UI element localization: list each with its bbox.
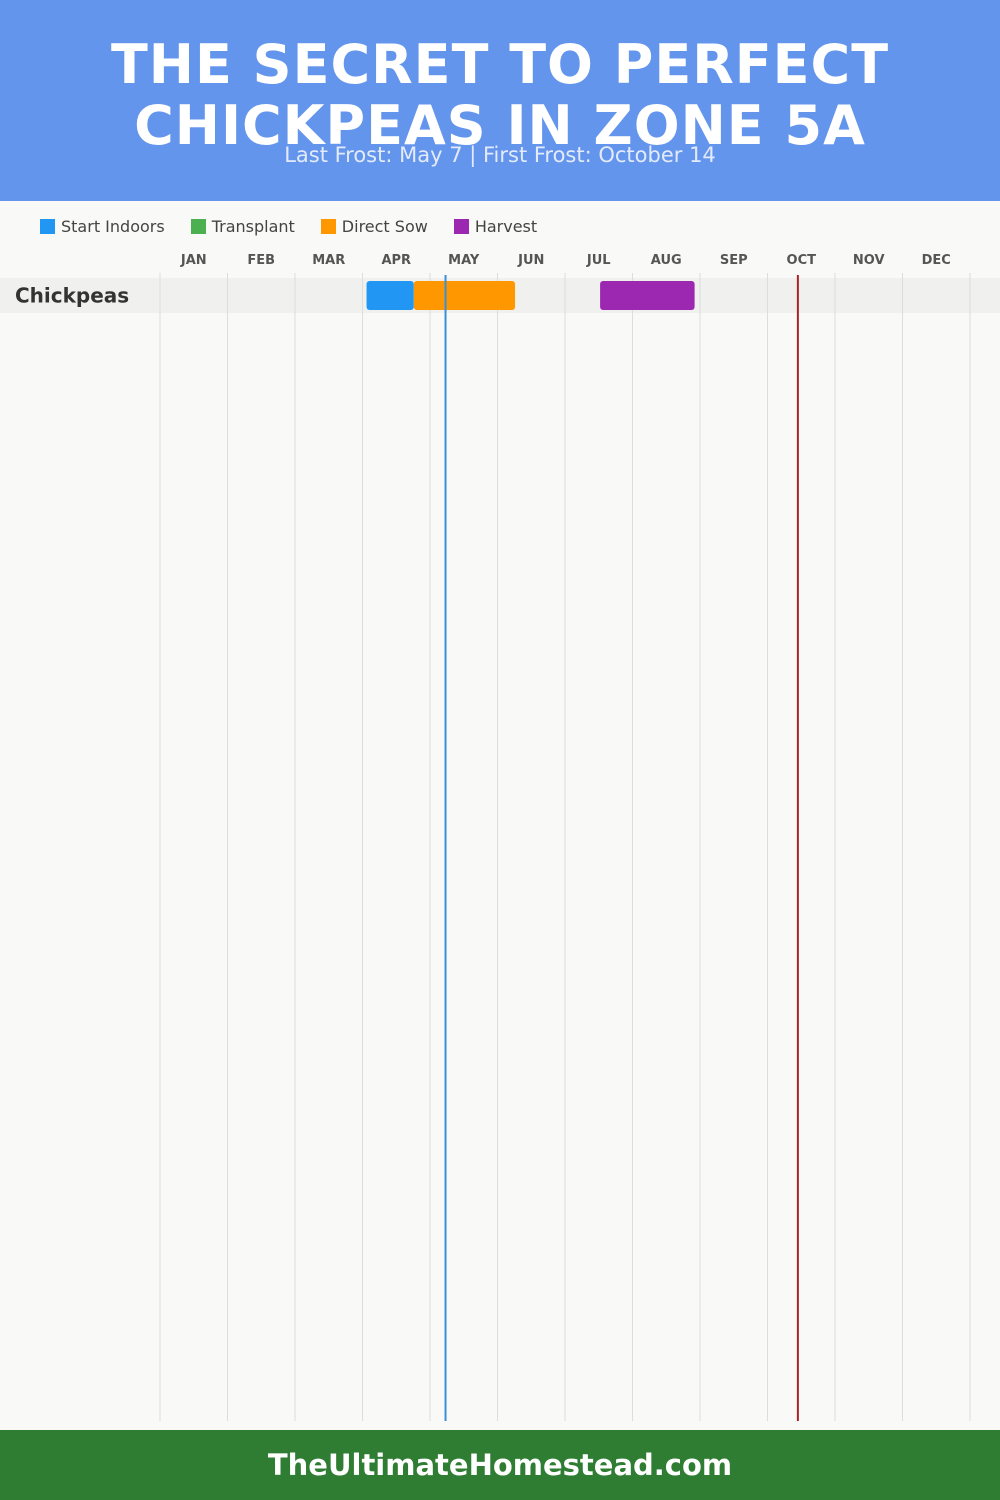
segment-direct-sow xyxy=(413,281,516,310)
frost-dates-subtitle: Last Frost: May 7 | First Frost: October… xyxy=(284,143,716,167)
legend-label-start-indoors: Start Indoors xyxy=(61,216,165,236)
legend-swatch-transplant xyxy=(190,218,206,234)
month-label: MAR xyxy=(312,253,345,268)
month-label: JAN xyxy=(180,253,207,268)
month-label: MAY xyxy=(448,253,480,268)
month-label: APR xyxy=(381,253,411,268)
month-label: JUN xyxy=(517,253,544,268)
month-label: AUG xyxy=(651,253,682,268)
month-label: NOV xyxy=(853,253,885,268)
legend-label-transplant: Transplant xyxy=(211,216,295,236)
month-label: JUL xyxy=(586,253,611,268)
planting-calendar-chart: JAN FEB MAR APR MAY JUN JUL AUG SEP OCT NOV DEC Chic… xyxy=(0,253,1000,1421)
header-banner: THE SECRET TO PERFECT CHICKPEAS IN ZONE … xyxy=(0,0,1000,201)
legend-swatch-harvest xyxy=(453,218,469,234)
month-label: DEC xyxy=(922,253,951,268)
footer-site-link[interactable]: TheUltimateHomestead.com xyxy=(267,1448,733,1482)
footer-banner: TheUltimateHomestead.com xyxy=(0,1430,1000,1500)
legend-swatch-direct-sow xyxy=(320,218,336,234)
legend-item-direct-sow: Direct Sow xyxy=(320,216,428,236)
page-title: THE SECRET TO PERFECT CHICKPEAS IN ZONE … xyxy=(110,33,890,157)
legend-item-harvest: Harvest xyxy=(453,216,538,236)
crop-label: Chickpeas xyxy=(15,284,129,308)
chart-legend: Start Indoors Transplant Direct Sow Harv… xyxy=(40,215,563,237)
month-label: SEP xyxy=(720,253,748,268)
legend-label-harvest: Harvest xyxy=(474,216,538,236)
legend-label-direct-sow: Direct Sow xyxy=(341,216,428,236)
segment-harvest xyxy=(600,281,695,310)
month-label: OCT xyxy=(787,253,817,268)
month-label: FEB xyxy=(247,253,275,268)
legend-item-transplant: Transplant xyxy=(190,216,295,236)
legend-item-start-indoors: Start Indoors xyxy=(40,217,165,236)
segment-start-indoors xyxy=(366,281,414,310)
legend-swatch-start-indoors xyxy=(40,218,55,234)
